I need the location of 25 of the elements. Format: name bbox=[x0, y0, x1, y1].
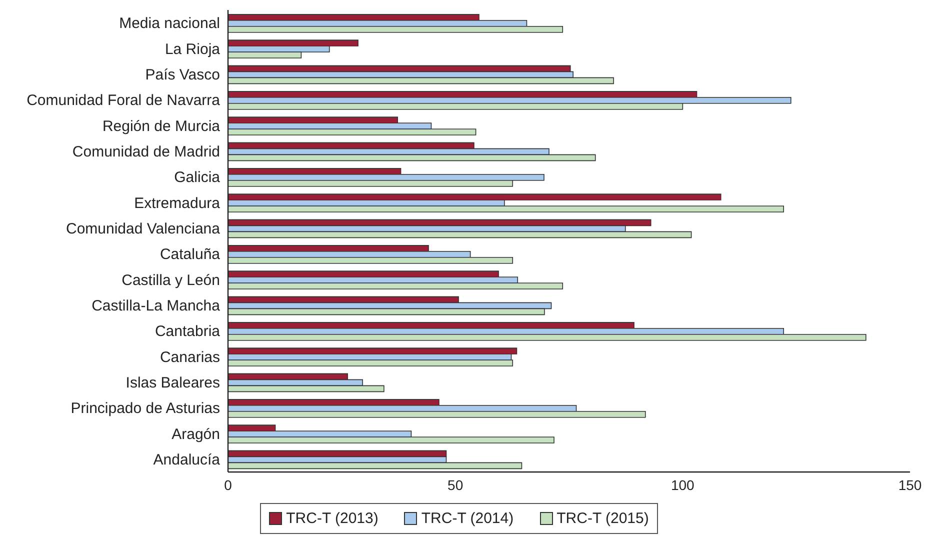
y-tick-label: Región de Murcia bbox=[102, 118, 221, 135]
x-tick-label: 100 bbox=[670, 476, 695, 493]
x-tick-label: 150 bbox=[898, 476, 922, 493]
legend-label: TRC-T (2014) bbox=[421, 509, 514, 528]
y-tick-label: Comunidad de Madrid bbox=[72, 143, 220, 160]
y-tick-label: Galicia bbox=[174, 169, 221, 186]
x-tick-label: 0 bbox=[224, 476, 232, 493]
y-tick-label: Media nacional bbox=[119, 15, 220, 32]
x-tick-label: 50 bbox=[448, 476, 464, 493]
y-tick-label: Comunidad Valenciana bbox=[66, 220, 221, 238]
legend-label: TRC-T (2015) bbox=[556, 509, 649, 528]
y-tick-label: Canarias bbox=[160, 348, 220, 366]
y-tick-label: Extremadura bbox=[134, 194, 221, 212]
y-tick-label: Cataluña bbox=[160, 246, 221, 264]
y-tick-label: Andalucía bbox=[153, 451, 221, 468]
y-tick-label: Islas Baleares bbox=[126, 374, 220, 392]
legend-label: TRC-T (2013) bbox=[286, 509, 378, 528]
y-tick-label: Comunidad Foral de Navarra bbox=[26, 92, 221, 110]
y-tick-label: Principado de Asturias bbox=[70, 400, 220, 418]
y-tick-label: La Rioja bbox=[164, 40, 221, 58]
y-tick-label: Castilla-La Mancha bbox=[92, 297, 221, 314]
y-tick-label: País Vasco bbox=[145, 66, 220, 84]
y-tick-label: Aragón bbox=[172, 426, 220, 443]
y-tick-label: Castilla y León bbox=[122, 272, 220, 289]
y-tick-label: Cantabria bbox=[154, 323, 221, 340]
